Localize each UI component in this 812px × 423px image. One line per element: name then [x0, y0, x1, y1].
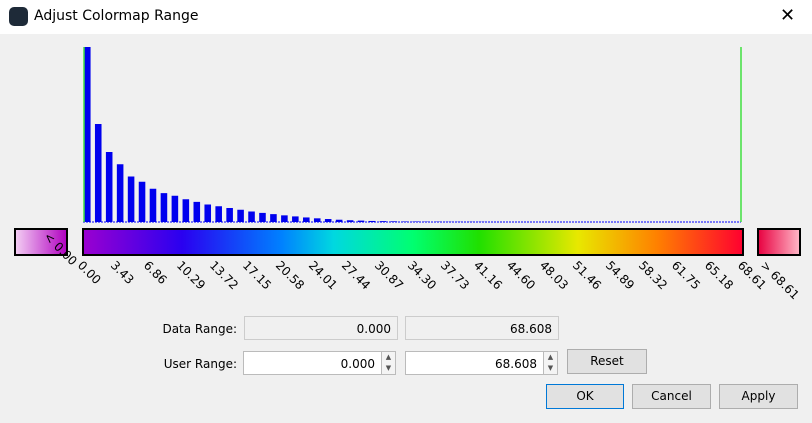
tick-label: 34.30 [405, 258, 439, 292]
histogram [84, 47, 485, 222]
histogram-bar [390, 221, 398, 222]
over-swatch [757, 228, 801, 256]
histogram-bar [368, 220, 376, 222]
cancel-button[interactable]: Cancel [632, 384, 711, 409]
tick-label: 24.01 [306, 258, 340, 292]
tick-label: 13.72 [207, 258, 241, 292]
histogram-bar [215, 206, 222, 222]
tick-label: 30.87 [372, 258, 406, 292]
tick-label: 61.75 [669, 258, 703, 292]
histogram-bar [412, 221, 420, 222]
histogram-bar [401, 221, 409, 222]
histogram-bar [357, 220, 365, 222]
tick-label: 65.18 [702, 258, 736, 292]
histogram-bar [346, 220, 354, 222]
histogram-bar [270, 214, 277, 222]
histogram-bar [259, 212, 266, 222]
histogram-bar [379, 221, 387, 222]
histogram-bar [160, 193, 168, 222]
histogram-bar [182, 199, 190, 222]
histogram-bar [292, 216, 299, 222]
tick-label: 48.03 [537, 258, 571, 292]
tick-label: 37.73 [438, 258, 472, 292]
spinner[interactable]: ▲ ▼ [381, 351, 396, 375]
histogram-bar [324, 219, 332, 222]
tick-label: 3.43 [108, 258, 137, 287]
data-range-label: Data Range: [162, 322, 237, 336]
user-range-label: User Range: [163, 357, 237, 371]
histogram-bar [138, 181, 146, 222]
reset-button[interactable]: Reset [567, 349, 647, 374]
tick-label: 44.60 [504, 258, 538, 292]
tick-label: 51.46 [570, 258, 604, 292]
window-title: Adjust Colormap Range [34, 8, 199, 24]
histogram-bar [335, 219, 343, 222]
tick-label: 17.15 [240, 258, 274, 292]
user-range-max[interactable]: 68.608 [405, 351, 544, 375]
histogram-bar [116, 164, 124, 222]
apply-button[interactable]: Apply [719, 384, 798, 409]
histogram-bar [237, 209, 244, 222]
histogram-bar [281, 215, 288, 222]
title-bar: Adjust Colormap Range ✕ [0, 0, 812, 34]
histogram-bar [313, 218, 321, 222]
colorbar [82, 228, 744, 256]
histogram-bar [84, 47, 91, 222]
ok-button[interactable]: OK [546, 384, 624, 409]
tick-label: 41.16 [471, 258, 505, 292]
histogram-bar [171, 195, 179, 222]
tick-label: 20.58 [273, 258, 307, 292]
app-icon [9, 7, 28, 26]
tick-label: 54.89 [603, 258, 637, 292]
tick-label: 27.44 [339, 258, 373, 292]
histogram-bar [105, 152, 113, 222]
tick-label: 58.32 [636, 258, 670, 292]
histogram-bar [303, 217, 310, 222]
histogram-bar [204, 204, 212, 222]
user-range-min[interactable]: 0.000 [243, 351, 382, 375]
data-range-min: 0.000 [244, 316, 398, 340]
histogram-bar [94, 124, 102, 222]
spinner[interactable]: ▲ ▼ [543, 351, 558, 375]
histogram-bar [248, 211, 255, 222]
histogram-bar [193, 201, 201, 222]
histogram-bar [149, 188, 157, 222]
close-button[interactable]: ✕ [780, 5, 796, 26]
data-range-max: 68.608 [405, 316, 559, 340]
histogram-bar [226, 208, 233, 222]
tick-label: 10.29 [174, 258, 208, 292]
tick-label: 0.00 [75, 258, 104, 287]
histogram-bar [127, 176, 135, 222]
tick-label: 6.86 [141, 258, 170, 287]
under-swatch [14, 228, 68, 256]
